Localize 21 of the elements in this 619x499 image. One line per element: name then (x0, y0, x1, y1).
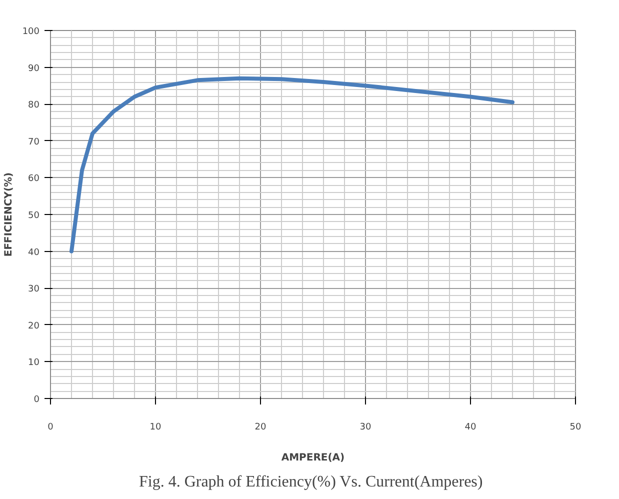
line-series (70, 76, 514, 254)
x-tick-label: 30 (360, 422, 372, 432)
y-axis-title: EFFICIENCY(%) (3, 172, 14, 257)
x-tick-label: 50 (570, 422, 582, 432)
y-tick-label: 0 (34, 395, 40, 405)
y-tick-label: 100 (22, 27, 40, 37)
y-tick-label: 50 (28, 211, 40, 221)
x-tick-label: 10 (150, 422, 162, 432)
x-axis-title: AMPERE(A) (281, 452, 345, 464)
y-tick-label: 30 (28, 284, 40, 295)
y-tick-label: 60 (28, 174, 40, 184)
y-tick-label: 70 (28, 137, 40, 148)
y-tick-label: 40 (28, 248, 40, 258)
x-tick-label: 20 (254, 422, 266, 432)
y-tick-label: 20 (28, 321, 40, 332)
x-tick-label: 0 (48, 422, 54, 432)
caption: Fig. 4. Graph of Efficiency(%) Vs. Current(Amperes) (138, 474, 483, 490)
y-tick-label: 80 (28, 100, 40, 111)
y-tick-label: 10 (28, 358, 40, 368)
x-tick-label: 40 (464, 422, 476, 432)
y-tick-label: 90 (28, 64, 40, 74)
